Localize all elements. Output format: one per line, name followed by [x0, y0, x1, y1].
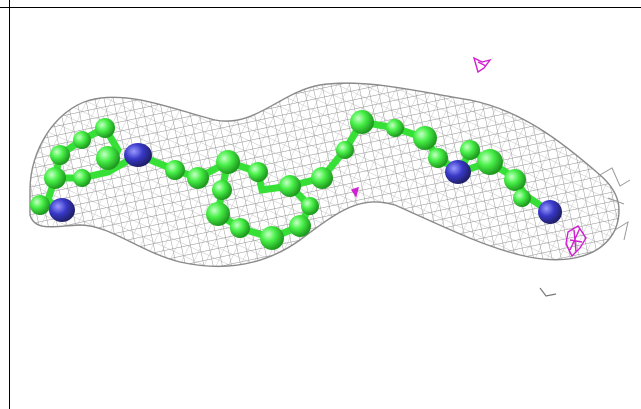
nitrogen-atoms	[49, 143, 562, 224]
carbon-atoms	[30, 110, 531, 250]
top-border	[0, 7, 641, 8]
difference-density-contours	[350, 56, 587, 258]
left-border	[9, 0, 10, 409]
